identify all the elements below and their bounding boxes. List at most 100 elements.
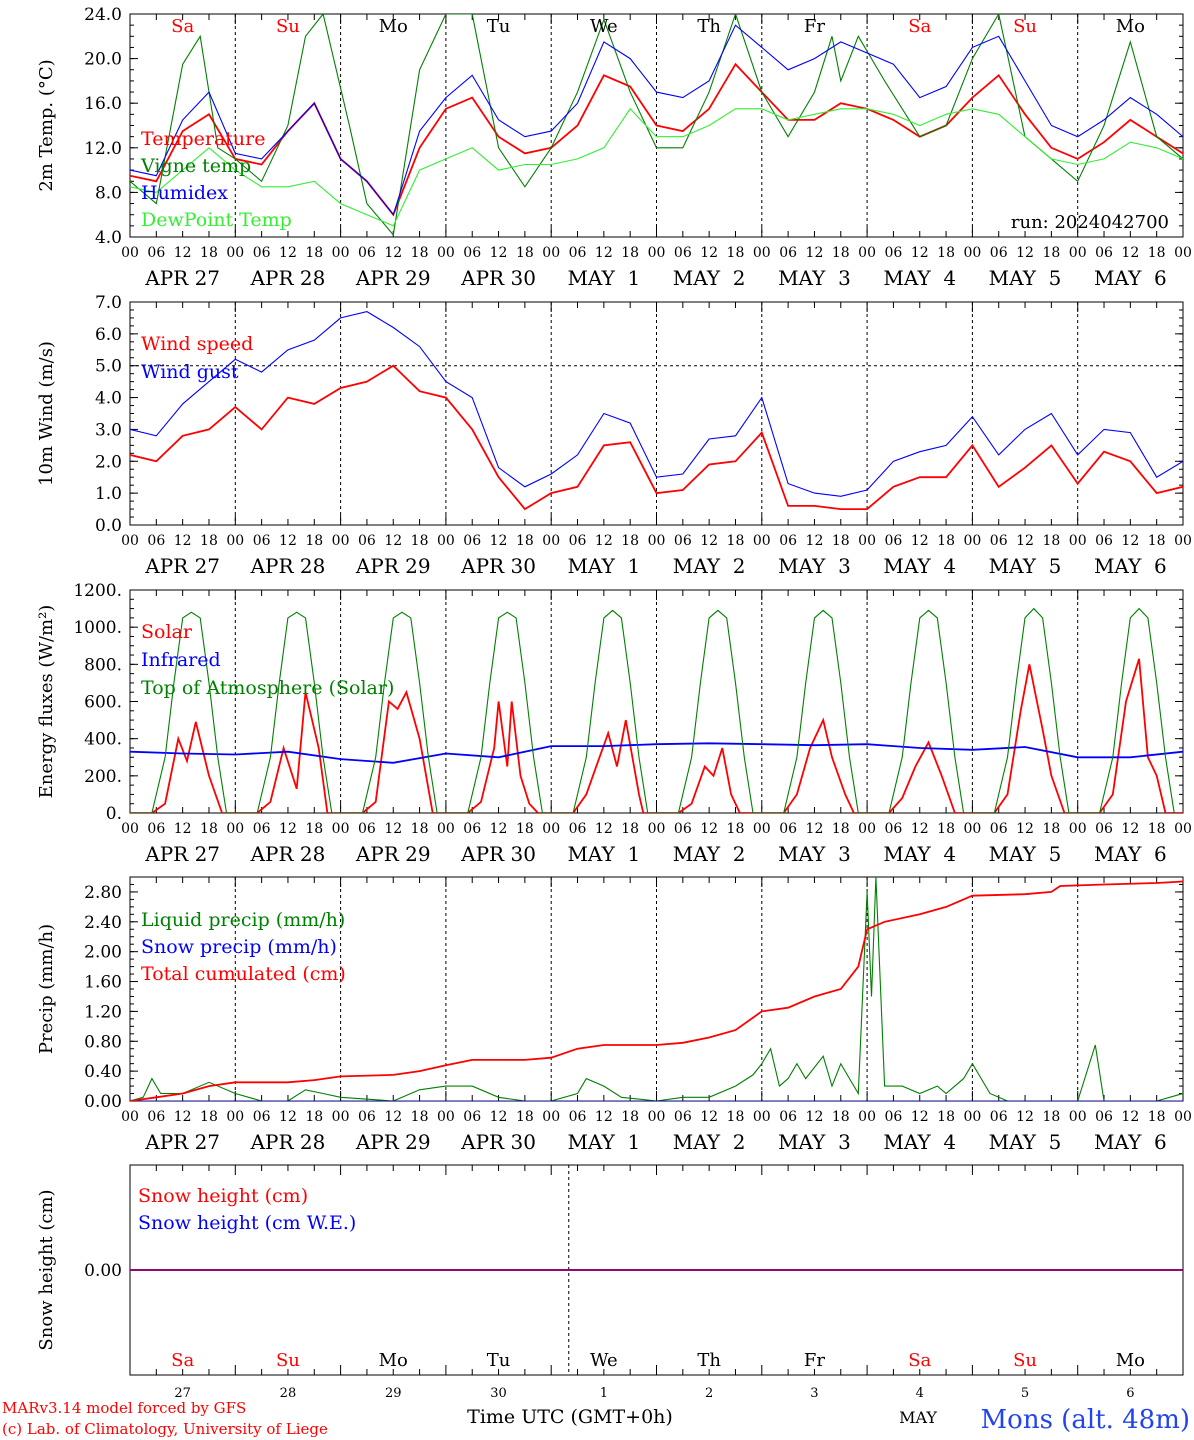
- hour-tick-label: 18: [937, 533, 955, 549]
- day-number-label: 29: [385, 1386, 402, 1401]
- legend-entry: Temperature: [141, 128, 265, 150]
- date-label: MAY 4: [883, 266, 956, 290]
- hour-tick-label: 06: [779, 821, 797, 837]
- hour-tick-label: 00: [121, 1109, 139, 1125]
- date-label: MAY 1: [567, 842, 640, 866]
- hour-tick-label: 18: [1148, 245, 1166, 261]
- hour-tick-label: 06: [358, 1109, 376, 1125]
- weekday-label: Th: [697, 1350, 721, 1371]
- hour-tick-label: 06: [569, 821, 587, 837]
- hour-tick-label: 06: [990, 821, 1008, 837]
- date-label: APR 28: [250, 554, 326, 578]
- day-number-label: 5: [1021, 1386, 1029, 1401]
- weekday-label: We: [590, 1350, 618, 1371]
- hour-tick-label: 00: [542, 533, 560, 549]
- y-tick-label: 0.0: [95, 516, 122, 536]
- y-tick-label: 4.0: [95, 228, 122, 248]
- hour-tick-label: 00: [963, 245, 981, 261]
- y-tick-label: 16.0: [84, 94, 122, 114]
- hour-tick-label: 00: [1069, 533, 1087, 549]
- hour-tick-label: 00: [226, 245, 244, 261]
- hour-tick-label: 06: [1095, 821, 1113, 837]
- date-label: MAY 4: [883, 1130, 956, 1154]
- hour-tick-label: 00: [648, 821, 666, 837]
- hour-tick-label: 12: [384, 533, 402, 549]
- series-line-temperature: [130, 62, 1183, 217]
- hour-tick-label: 12: [1121, 1109, 1139, 1125]
- hour-tick-label: 00: [121, 533, 139, 549]
- hour-tick-label: 00: [1174, 1109, 1192, 1125]
- hour-tick-label: 00: [1069, 821, 1087, 837]
- date-label: MAY 5: [989, 266, 1062, 290]
- legend-entry: Wind gust: [141, 361, 239, 383]
- hour-tick-label: 12: [279, 245, 297, 261]
- hour-tick-label: 06: [990, 533, 1008, 549]
- hour-tick-label: 06: [463, 533, 481, 549]
- day-number-label: 4: [916, 1386, 924, 1401]
- date-label: APR 28: [250, 1130, 326, 1154]
- hour-tick-label: 00: [542, 245, 560, 261]
- hour-tick-label: 06: [674, 821, 692, 837]
- credit-line-1: MARv3.14 model forced by GFS: [2, 1399, 246, 1417]
- hour-tick-label: 00: [1069, 245, 1087, 261]
- y-tick-label: 800.: [84, 655, 122, 675]
- panel-2: 0.0 1.0 2.0 3.0 4.0 5.0 6.0 7.0 10m Wind (m/s) Wi…: [36, 293, 1192, 578]
- hour-tick-label: 18: [832, 245, 850, 261]
- hour-tick-label: 00: [542, 1109, 560, 1125]
- day-number-label: 1: [600, 1386, 608, 1401]
- hour-tick-label: 00: [858, 821, 876, 837]
- hour-tick-label: 12: [279, 821, 297, 837]
- panel-3: 0. 200. 400. 600. 800. 1000. 1200. Energy fluxe…: [36, 581, 1192, 866]
- date-label: APR 27: [144, 554, 220, 578]
- hour-tick-label: 18: [621, 1109, 639, 1125]
- y-tick-label: 3.0: [95, 420, 122, 440]
- hour-tick-label: 06: [463, 821, 481, 837]
- y-axis-label: 10m Wind (m/s): [36, 341, 57, 486]
- hour-tick-label: 00: [332, 533, 350, 549]
- legend-entry: Liquid precip (mm/h): [141, 909, 345, 931]
- hour-tick-label: 18: [1042, 821, 1060, 837]
- hour-tick-label: 18: [727, 245, 745, 261]
- date-label: MAY 5: [989, 554, 1062, 578]
- series-line-total-cumulated-cm-: [130, 880, 1183, 1101]
- y-tick-label: 8.0: [95, 183, 122, 203]
- series-line-humidex: [130, 24, 1183, 216]
- hour-tick-label: 06: [463, 245, 481, 261]
- weekday-label: Su: [276, 16, 300, 37]
- weekday-label: Fr: [804, 16, 825, 37]
- date-label: MAY 2: [673, 554, 746, 578]
- date-label: MAY 3: [778, 842, 851, 866]
- hour-tick-label: 12: [700, 533, 718, 549]
- hour-tick-label: 18: [516, 1109, 534, 1125]
- date-label: APR 28: [250, 842, 326, 866]
- date-label: MAY 3: [778, 1130, 851, 1154]
- hour-tick-label: 00: [753, 245, 771, 261]
- hour-tick-label: 06: [358, 533, 376, 549]
- hour-tick-label: 18: [1042, 1109, 1060, 1125]
- hour-tick-label: 12: [1016, 533, 1034, 549]
- hour-tick-label: 18: [305, 821, 323, 837]
- date-label: APR 29: [355, 1130, 431, 1154]
- hour-tick-label: 00: [437, 245, 455, 261]
- day-number-label: 30: [490, 1386, 507, 1401]
- date-label: MAY 5: [989, 1130, 1062, 1154]
- hour-tick-label: 18: [411, 1109, 429, 1125]
- day-number-label: 6: [1126, 1386, 1134, 1401]
- y-tick-label: 5.0: [95, 357, 122, 377]
- y-tick-label: 0.40: [84, 1062, 122, 1082]
- day-number-label: 28: [280, 1386, 297, 1401]
- hour-tick-label: 12: [1016, 1109, 1034, 1125]
- y-tick-label: 1.0: [95, 484, 122, 504]
- hour-tick-label: 06: [147, 245, 165, 261]
- legend-entry: DewPoint Temp: [141, 209, 292, 231]
- hour-tick-label: 12: [595, 821, 613, 837]
- date-label: MAY 4: [883, 842, 956, 866]
- hour-tick-label: 00: [648, 533, 666, 549]
- weekday-label: Su: [1013, 1350, 1037, 1371]
- hour-tick-label: 00: [332, 245, 350, 261]
- y-tick-label: 1000.: [73, 618, 122, 638]
- hour-tick-label: 06: [253, 245, 271, 261]
- hour-tick-label: 12: [384, 245, 402, 261]
- hour-tick-label: 00: [963, 821, 981, 837]
- hour-tick-label: 00: [437, 533, 455, 549]
